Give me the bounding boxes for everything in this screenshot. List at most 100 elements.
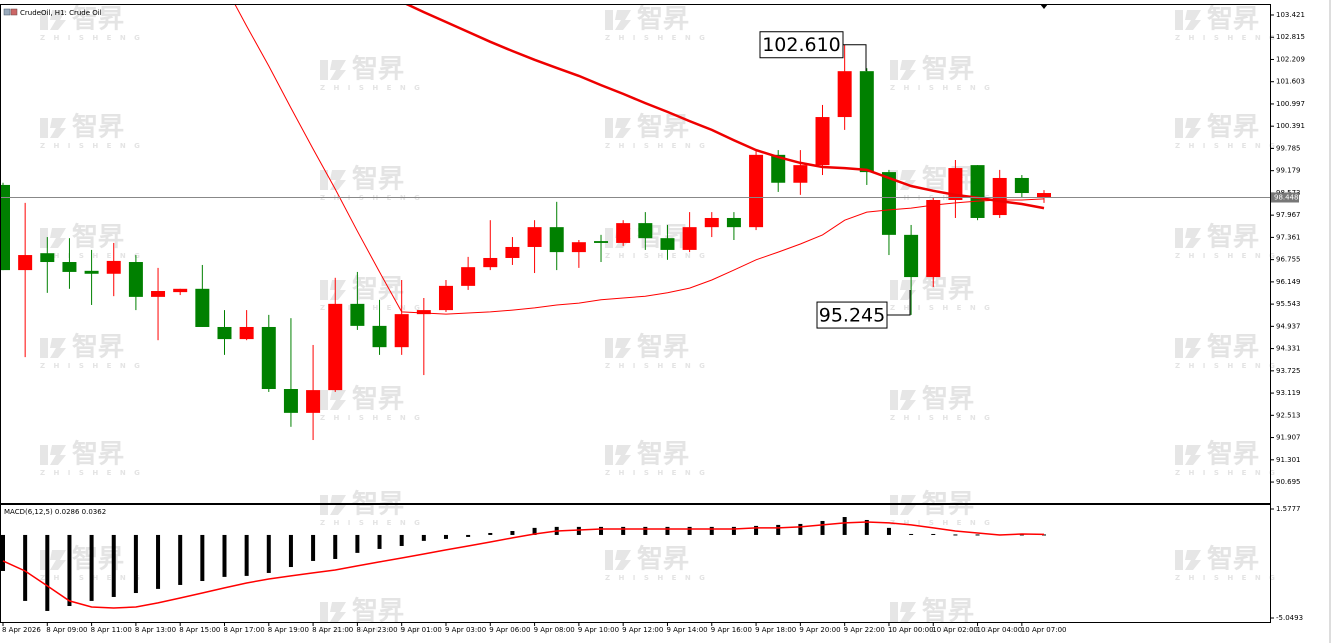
candle-body	[283, 389, 298, 413]
watermark-text: 智昇	[922, 55, 974, 85]
candle-body	[594, 241, 609, 243]
x-tick-label: 8 Apr 21:00	[312, 626, 353, 634]
y-tick-label: 94.331	[1276, 345, 1301, 353]
x-tick-label: 9 Apr 06:00	[489, 626, 530, 634]
x-tick-label: 9 Apr 16:00	[711, 626, 752, 634]
annotation-connector	[887, 290, 911, 316]
watermark-logo	[320, 170, 346, 190]
macd-bar	[909, 533, 914, 535]
watermark-subtext: Z H I S H E N G	[605, 362, 708, 370]
x-tick-label: 8 Apr 11:00	[91, 626, 132, 634]
macd-bar	[1, 534, 5, 571]
watermark-subtext: Z H I S H E N G	[890, 84, 993, 92]
watermark-subtext: Z H I S H E N G	[890, 304, 993, 312]
macd-bar	[377, 534, 382, 549]
x-tick-label: 10 Apr 02:00	[932, 626, 978, 634]
macd-bar	[288, 534, 293, 568]
candle-body	[904, 234, 919, 278]
annotation-label: 95.245	[819, 305, 885, 327]
axes: 103.421 102.815 102.209 101.603 100.997 100.3…	[2, 11, 1305, 634]
watermark-text: 智昇	[637, 545, 689, 575]
watermark-subtext: Z H I S H E N G	[40, 252, 143, 260]
watermark-text: 智昇	[72, 223, 124, 253]
candle-body	[793, 165, 808, 183]
watermark-text: 智昇	[637, 333, 689, 363]
candle-body	[128, 262, 143, 297]
macd-bar	[798, 523, 803, 535]
watermark-subtext: Z H I S H E N G	[320, 84, 423, 92]
macd-bar	[222, 534, 227, 577]
macd-bar	[709, 526, 714, 535]
macd-bar	[156, 534, 161, 589]
macd-bar	[621, 526, 626, 535]
watermark-logo	[1175, 550, 1201, 570]
signal-line	[2, 521, 1045, 609]
watermark-subtext: Z H I S H E N G	[605, 34, 708, 42]
y-tick-label: 93.725	[1276, 367, 1301, 375]
macd-bar	[886, 527, 891, 535]
candle-body	[1014, 177, 1029, 194]
candle-body	[527, 227, 542, 247]
candle-body	[948, 168, 963, 200]
macd-bar	[953, 534, 958, 536]
macd-bar	[842, 517, 847, 535]
candle-body	[1, 184, 10, 271]
watermark-text: 智昇	[72, 113, 124, 143]
macd-bar	[244, 534, 249, 576]
watermark-text: 智昇	[352, 385, 404, 415]
x-tick-label: 8 Apr 23:00	[356, 626, 397, 634]
y-tick-label: 96.755	[1276, 256, 1301, 264]
macd-bar	[421, 534, 426, 541]
macd-bar	[776, 524, 781, 535]
watermark-logo	[40, 338, 66, 358]
macd-label: MACD(6,12,5) 0.0286 0.0362	[4, 508, 106, 516]
x-tick-label: 10 Apr 07:00	[1021, 626, 1067, 634]
candle-body	[571, 242, 586, 253]
y-tick-label: 102.815	[1276, 33, 1305, 41]
watermark-subtext: Z H I S H E N G	[320, 626, 423, 634]
x-tick-label: 10 Apr 00:00	[888, 626, 934, 634]
y-tick-label: 95.543	[1276, 300, 1301, 308]
macd-bar	[178, 534, 183, 585]
macd-bar	[45, 534, 50, 611]
watermark-text: 智昇	[922, 385, 974, 415]
x-tick-label: 9 Apr 14:00	[666, 626, 707, 634]
watermark-logo	[40, 10, 66, 30]
macd-bar	[643, 526, 648, 535]
y-tick-label: 1.5777	[1276, 505, 1301, 513]
y-tick-label: 103.421	[1276, 11, 1305, 19]
y-tick-label: 99.179	[1276, 167, 1301, 175]
candle-body	[771, 154, 786, 183]
watermark-text: 智昇	[1207, 223, 1259, 253]
candle-body	[859, 71, 874, 173]
candle-body	[505, 246, 520, 258]
macd-bar	[200, 534, 205, 582]
watermark-logo	[320, 280, 346, 300]
x-tick-label: 9 Apr 20:00	[799, 626, 840, 634]
candle-body	[328, 303, 343, 391]
candle-body	[62, 262, 77, 272]
macd-bar	[466, 534, 471, 537]
watermark-text: 智昇	[72, 545, 124, 575]
watermark-subtext: Z H I S H E N G	[605, 574, 708, 582]
macd-bar	[67, 534, 72, 607]
macd-bar	[665, 526, 670, 535]
watermark-subtext: Z H I S H E N G	[40, 34, 143, 42]
y-tick-label: 92.513	[1276, 411, 1301, 419]
x-tick-label: 9 Apr 03:00	[445, 626, 486, 634]
macd-bar	[820, 520, 825, 535]
y-tick-label: 101.603	[1276, 78, 1305, 86]
macd-bar	[89, 534, 94, 601]
x-tick-label: 8 Apr 15:00	[179, 626, 220, 634]
watermark-subtext: Z H I S H E N G	[320, 304, 423, 312]
watermark-logo	[890, 390, 916, 410]
candle-body	[616, 223, 631, 243]
candle-body	[970, 165, 985, 218]
watermark-subtext: Z H I S H E N G	[1175, 362, 1278, 370]
macd-bar	[510, 531, 515, 535]
candle-body	[306, 390, 321, 413]
watermark-subtext: Z H I S H E N G	[890, 519, 993, 527]
